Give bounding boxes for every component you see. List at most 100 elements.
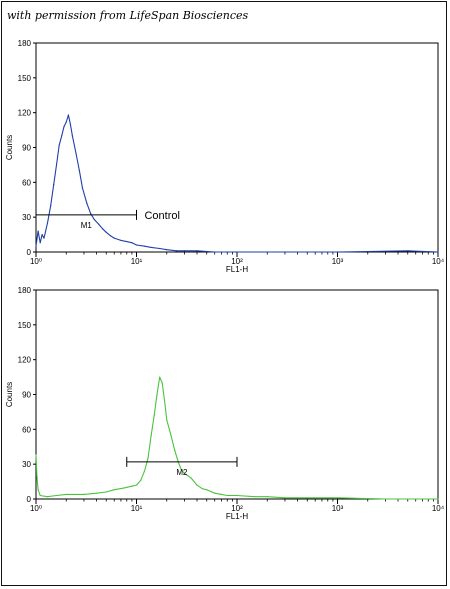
- control-series-line-0: [35, 114, 439, 253]
- sample-series-point: [36, 475, 38, 477]
- sample-y-tick-label-5: 150: [18, 321, 32, 330]
- sample-x-tick-label-0: 10⁰: [30, 504, 42, 513]
- sample-series-point: [206, 489, 208, 491]
- sample-series-point: [135, 484, 138, 486]
- sample-series-point: [126, 486, 128, 488]
- sample-series-point: [131, 485, 133, 487]
- sample-y-tick-label-1: 30: [22, 460, 31, 469]
- control-series-point: [109, 235, 112, 237]
- sample-series-point: [95, 492, 98, 494]
- sample-series-point: [113, 489, 115, 491]
- control-series-point: [120, 239, 122, 241]
- control-series-point: [78, 170, 80, 172]
- control-series-point: [102, 228, 104, 230]
- sample-series-point: [156, 393, 158, 396]
- control-series-point: [71, 135, 73, 137]
- sample-series-point: [150, 434, 152, 436]
- control-series-point: [86, 202, 88, 204]
- sample-y-axis-label: Counts: [5, 382, 14, 407]
- sample-series-point: [147, 457, 149, 459]
- control-series-point: [98, 223, 100, 225]
- control-series-point: [143, 245, 146, 247]
- control-series-point: [67, 114, 69, 116]
- sample-x-tick-label-2: 10²: [231, 504, 243, 513]
- sample-y-tick-label-6: 180: [18, 286, 32, 295]
- sample-series-point: [220, 493, 223, 495]
- permission-note: with permission from LifeSpan Bioscience…: [7, 9, 249, 22]
- sample-series-point: [180, 469, 183, 471]
- control-series-point: [175, 250, 178, 252]
- control-series-point: [113, 237, 115, 239]
- sample-x-tick-label-4: 10⁴: [432, 504, 445, 513]
- control-x-tick-label-1: 10¹: [131, 257, 143, 266]
- sample-series-point: [437, 498, 439, 500]
- sample-series-point: [284, 497, 286, 499]
- sample-series-point: [143, 470, 146, 472]
- control-series-point: [105, 231, 107, 233]
- control-plot-frame: [35, 42, 439, 253]
- control-x-tick-label-3: 10³: [332, 257, 344, 266]
- control-y-tick-label-0: 0: [27, 248, 32, 257]
- control-y-tick-label-5: 150: [18, 74, 32, 83]
- control-series-point: [69, 123, 72, 125]
- control-y-tick-label-2: 60: [22, 178, 31, 187]
- sample-plot-frame: [35, 289, 439, 500]
- control-series-point: [166, 249, 168, 251]
- control-series-point: [43, 237, 45, 239]
- sample-y-tick-label-3: 90: [22, 391, 31, 400]
- sample-series-point: [105, 491, 107, 493]
- sample-y-tick-label-2: 60: [22, 425, 31, 434]
- sample-series-point: [166, 419, 168, 421]
- control-series-point: [61, 135, 63, 137]
- sample-y-tick-label-0: 0: [27, 495, 32, 504]
- sample-x-tick-label-3: 10³: [332, 504, 344, 513]
- control-series-point: [437, 251, 439, 253]
- control-series-point: [35, 245, 37, 247]
- sample-series-point: [226, 494, 228, 497]
- control-series-point: [75, 152, 77, 154]
- control-x-tick-label-0: 10⁰: [30, 257, 42, 266]
- control-series-point: [50, 204, 52, 207]
- control-y-axis-label: Counts: [5, 135, 14, 160]
- sample-series-point: [83, 493, 85, 495]
- control-series-point: [41, 233, 43, 236]
- sample-series-point: [266, 496, 268, 498]
- sample-series-point: [214, 492, 216, 494]
- control-series-point: [131, 242, 133, 244]
- sample-series-point: [336, 497, 339, 499]
- control-series-point: [214, 251, 216, 253]
- control-annotation-0: Control: [144, 210, 179, 222]
- sample-series-point: [46, 496, 49, 498]
- control-series-point: [135, 244, 138, 246]
- sample-series-point: [183, 472, 186, 475]
- control-y-tick-label-6: 180: [18, 39, 32, 48]
- sample-series-point: [35, 454, 37, 456]
- sample-x-axis-label: FL1-H: [226, 512, 248, 521]
- control-gate-marker-label: M1: [81, 221, 93, 230]
- control-series-point: [93, 218, 95, 221]
- sample-series-point: [306, 497, 308, 499]
- sample-series-point: [236, 494, 238, 497]
- sample-series-point: [254, 496, 256, 498]
- sample-histogram-panel: 0 30 60 90 120 150 180 10⁰ 10¹ 10² 10³ 10⁴ FL1-H Coun…: [5, 286, 445, 521]
- sample-series-point: [196, 484, 198, 486]
- control-series-point: [65, 121, 67, 123]
- sample-series-point: [384, 498, 387, 500]
- control-series-point: [58, 144, 60, 146]
- sample-series-point: [140, 479, 142, 482]
- control-series-point: [63, 126, 65, 128]
- sample-series-point: [174, 449, 176, 451]
- control-series-point: [159, 247, 161, 250]
- control-series-point: [90, 213, 92, 215]
- control-series-point: [37, 230, 39, 232]
- control-series-point: [336, 251, 339, 253]
- control-y-tick-label-3: 90: [22, 144, 31, 153]
- control-series-point: [81, 187, 84, 189]
- sample-series-point: [55, 494, 58, 497]
- sample-series-point: [153, 414, 155, 416]
- control-series-point: [39, 242, 41, 244]
- control-series-point: [196, 250, 198, 252]
- control-series-point: [284, 251, 286, 253]
- control-series-point: [183, 250, 186, 252]
- control-x-axis-label: FL1-H: [226, 265, 248, 274]
